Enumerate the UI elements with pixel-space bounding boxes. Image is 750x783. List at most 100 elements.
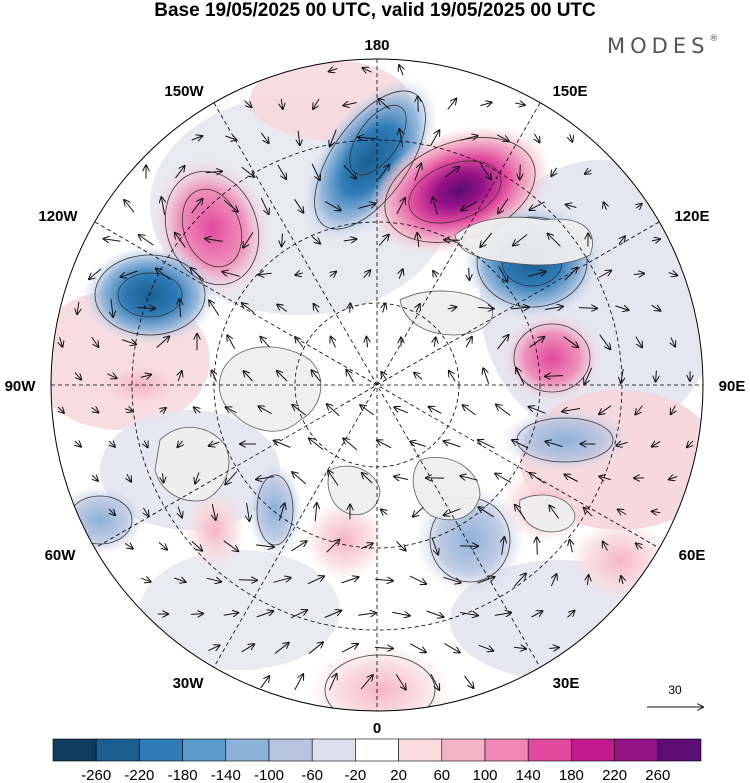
wind-vector-arrow <box>222 272 240 277</box>
vector-scale-label: 30 <box>668 683 682 697</box>
wind-vector-arrow <box>124 543 133 548</box>
wind-vector-arrow <box>225 136 236 140</box>
wind-vector-arrow <box>375 579 393 581</box>
wind-vector-arrow <box>311 236 320 243</box>
wind-vector-arrow <box>298 130 300 145</box>
wind-vector-arrow <box>225 471 238 485</box>
wind-vector-arrow <box>205 239 223 242</box>
colorbar-swatch <box>441 738 486 762</box>
wind-vector-arrow <box>480 102 491 105</box>
wind-vector-arrow <box>529 407 546 414</box>
wind-vector-arrow <box>212 503 215 520</box>
wind-vector-arrow <box>209 442 220 446</box>
wind-vector-arrow <box>651 305 661 311</box>
wind-vector-arrow <box>633 274 644 275</box>
wind-vector-arrow <box>290 610 307 619</box>
wind-vector-arrow <box>311 163 320 180</box>
wind-vector-arrow <box>381 372 386 381</box>
wind-vector-arrow <box>121 270 138 277</box>
graticule <box>51 59 703 711</box>
wind-vector-arrow <box>447 307 457 309</box>
colorbar-tick-label: -100 <box>254 767 284 783</box>
wind-vector-arrow <box>350 303 351 313</box>
wind-vector-arrow <box>363 270 371 279</box>
wind-vector-arrow <box>498 265 508 282</box>
wind-vector-arrow <box>241 644 254 653</box>
colorbar-tick-label: -260 <box>81 767 111 783</box>
wind-vector-arrow <box>621 368 623 383</box>
colorbar-swatch <box>657 738 702 762</box>
colorbar-swatch <box>268 738 313 762</box>
colorbar-swatch <box>355 738 399 762</box>
wind-vector-arrow <box>195 472 199 484</box>
wind-vector-arrow <box>478 507 494 518</box>
wind-vector-arrow <box>429 407 442 414</box>
wind-vector-arrow <box>223 613 239 616</box>
wind-vector-arrow <box>409 643 426 653</box>
wind-vector-arrow <box>616 442 628 445</box>
wind-vector-arrow <box>295 337 304 348</box>
colorbar-swatch <box>484 738 529 762</box>
wind-vector-arrow <box>161 197 164 215</box>
wind-vector-arrow <box>636 543 642 548</box>
wind-vector-arrow <box>465 337 472 348</box>
wind-vector-arrow <box>241 166 255 177</box>
wind-vector-arrow <box>175 233 186 248</box>
wind-vector-arrow <box>315 503 317 522</box>
colorbar-swatch <box>52 738 97 762</box>
wind-vector-arrow <box>578 308 597 309</box>
wind-vector-arrow <box>584 508 593 517</box>
wind-vector-arrow <box>58 407 64 413</box>
wind-vector-arrow <box>330 272 336 277</box>
wind-vector-arrow <box>570 134 573 142</box>
lon-label-30e: 30E <box>553 675 580 692</box>
wind-vector-arrow <box>496 405 511 416</box>
wind-vector-arrow <box>478 307 494 308</box>
wind-vector-arrow <box>227 335 236 349</box>
wind-vector-arrow <box>256 545 274 547</box>
wind-vector-arrow <box>141 578 150 581</box>
wind-vector-arrow <box>515 103 525 105</box>
lon-label-90e: 90E <box>719 378 746 395</box>
colorbar-swatch <box>182 738 227 762</box>
wind-vector-arrow <box>208 645 219 650</box>
wind-vector-arrow <box>212 371 217 382</box>
lon-label-60e: 60E <box>679 547 706 564</box>
wind-vector-arrow <box>426 610 444 617</box>
wind-vector-arrow <box>260 132 268 143</box>
wind-vector-arrow <box>599 476 611 479</box>
wind-vector-arrow <box>111 299 113 317</box>
wind-vector-arrow <box>92 475 98 481</box>
colorbar-tick-label: -20 <box>345 767 367 783</box>
wind-vector-arrow <box>537 537 538 555</box>
wind-vector-arrow <box>374 648 393 649</box>
wind-vector-arrow <box>256 611 274 618</box>
colorbar-tick-label: 60 <box>433 767 450 783</box>
lon-label-150w: 150W <box>164 83 204 100</box>
wind-vector-arrow <box>513 647 526 649</box>
wind-vector-arrow <box>603 542 608 551</box>
wind-vector-arrow <box>358 613 376 615</box>
wind-vector-arrow <box>545 376 564 377</box>
wind-vector-arrow <box>313 98 320 109</box>
wind-vector-arrow <box>140 375 151 378</box>
wind-vector-arrow <box>242 303 255 314</box>
wind-vector-arrow <box>75 441 81 446</box>
wind-vector-arrow <box>464 675 474 688</box>
wind-vector-arrow <box>206 578 221 582</box>
wind-vector-arrow <box>528 272 545 277</box>
wind-vector-arrow <box>394 407 408 414</box>
wind-vector-arrow <box>179 299 180 318</box>
wind-vector-arrow <box>530 473 545 484</box>
wind-vector-arrow <box>223 199 238 211</box>
wind-vector-arrow <box>158 542 167 549</box>
wind-vector-arrow <box>281 98 282 109</box>
wind-vector-arrow <box>274 643 289 654</box>
colorbar-tick-label: 100 <box>472 767 497 783</box>
wind-vector-arrow <box>343 165 356 178</box>
wind-vector-arrow <box>399 65 403 76</box>
lon-label-150e: 150E <box>552 83 587 100</box>
colorbar-swatch <box>311 738 356 762</box>
wind-vector-arrow <box>362 473 373 484</box>
